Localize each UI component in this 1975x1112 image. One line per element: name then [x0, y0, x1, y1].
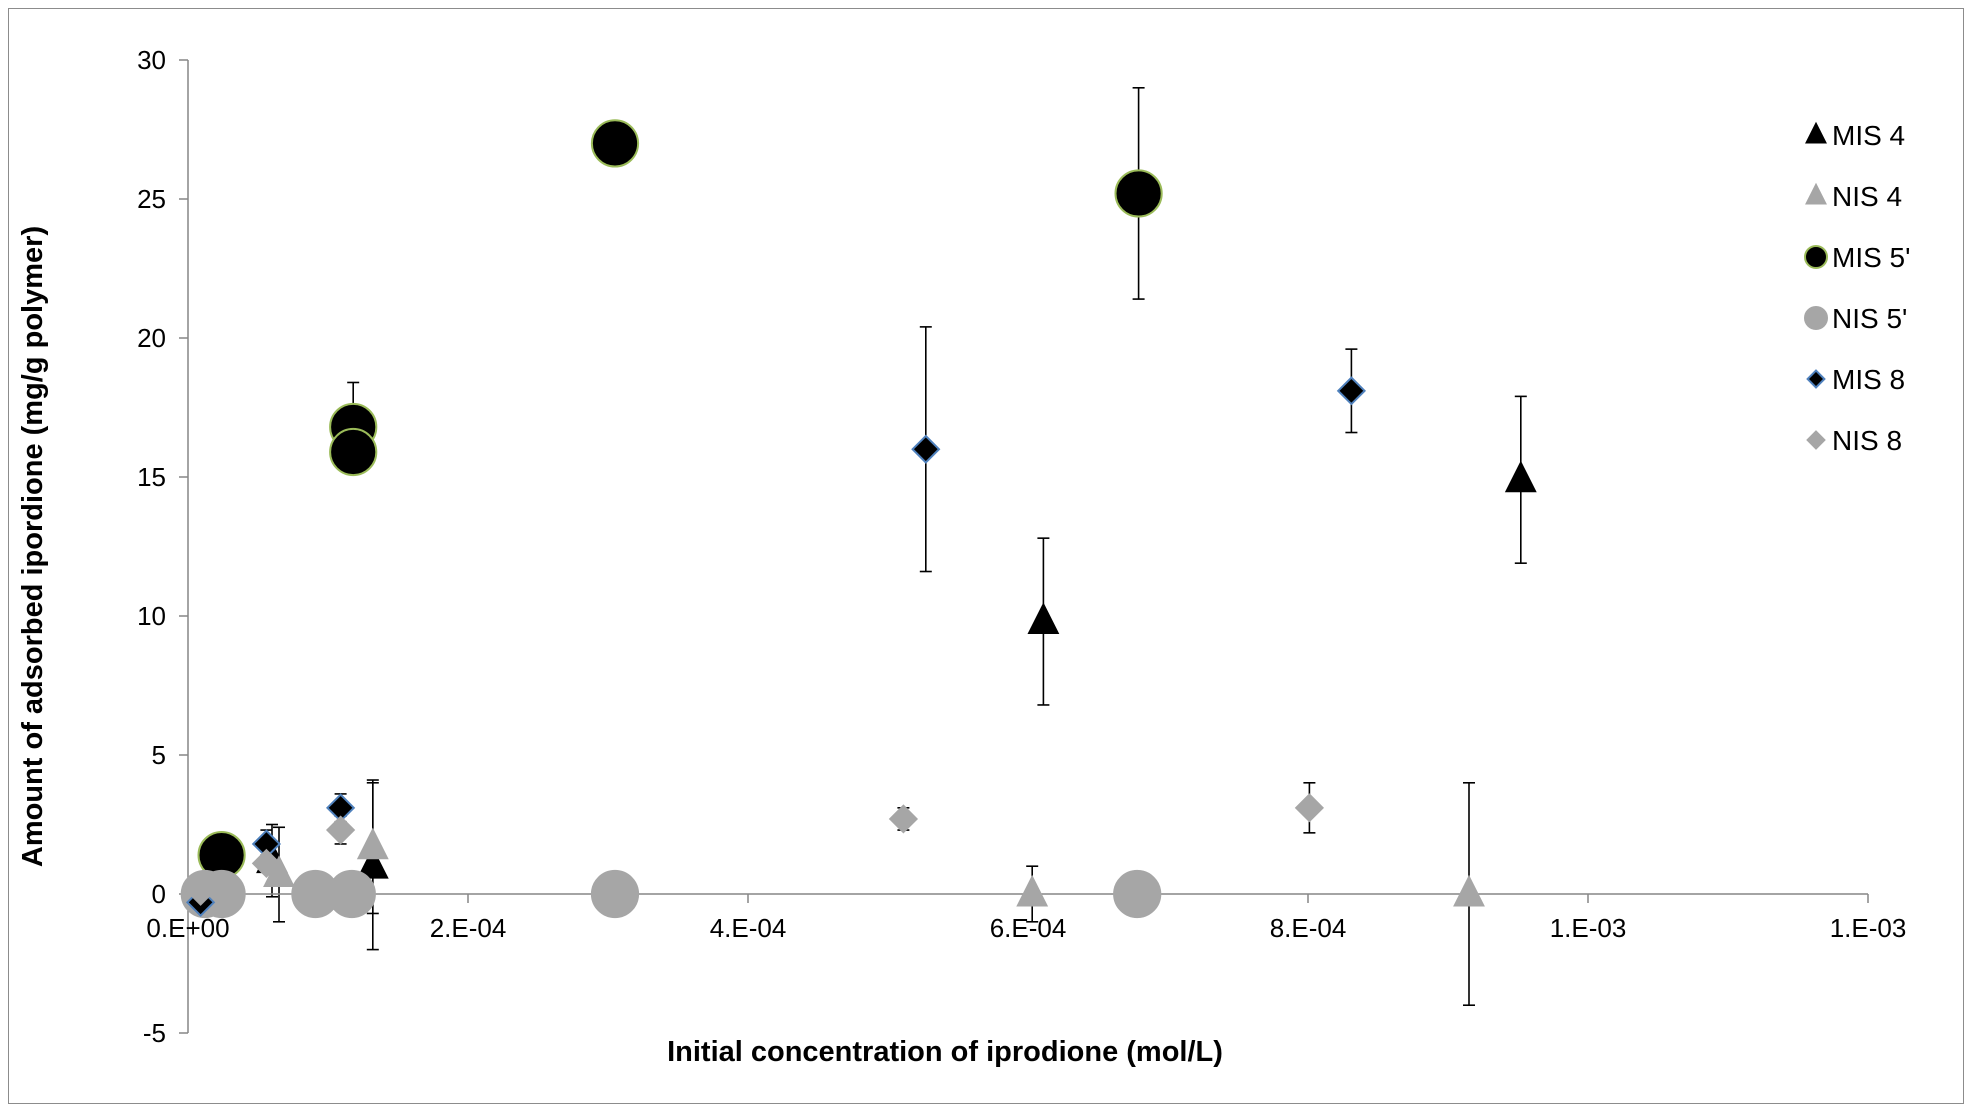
y-tick-label: 20	[137, 323, 166, 353]
legend-label-mis-5: MIS 5'	[1832, 242, 1910, 273]
data-point-nis-5	[1113, 869, 1162, 919]
x-axis-title: Initial concentration of iprodione (mol/…	[667, 1036, 1223, 1068]
data-point-nis-4	[356, 827, 389, 860]
data-point-nis-4	[1016, 874, 1049, 907]
data-point-nis-4	[1453, 874, 1485, 907]
y-tick-label: 15	[137, 462, 166, 492]
data-point-mis-5	[329, 427, 378, 477]
y-tick-label: 10	[137, 601, 166, 631]
x-tick-label: 1.E-03	[1830, 913, 1907, 943]
chart-frame	[8, 8, 1964, 1104]
legend-marker-mis-8	[1806, 369, 1826, 389]
x-tick-label: 6.E-04	[990, 913, 1067, 943]
data-point-mis-5	[1114, 169, 1163, 218]
x-tick-label: 8.E-04	[1270, 913, 1347, 943]
y-tick-label: 25	[137, 184, 166, 214]
data-point-nis-8	[185, 876, 216, 906]
y-axis-title: Amount of adsorbed ipordione (mg/g polym…	[17, 226, 49, 867]
legend-marker-nis-5	[1804, 306, 1828, 330]
x-tick-label: 1.E-03	[1550, 913, 1627, 943]
legend-marker-mis-5	[1804, 245, 1828, 269]
legend-marker-nis-8	[1806, 430, 1826, 450]
data-point-nis-8	[888, 804, 919, 834]
data-point-mis-8	[1336, 376, 1367, 406]
y-tick-label: -5	[143, 1018, 166, 1048]
data-point-mis-4	[356, 847, 389, 879]
legend-label-mis-8: MIS 8	[1832, 364, 1905, 395]
data-point-mis-8	[911, 434, 941, 464]
data-point-mis-5	[590, 119, 640, 168]
legend-marker-mis-4	[1805, 121, 1827, 144]
legend-label-nis-5: NIS 5'	[1832, 303, 1907, 334]
legend-marker-nis-4	[1805, 182, 1827, 205]
x-tick-label: 2.E-04	[430, 913, 507, 943]
y-tick-label: 5	[152, 740, 166, 770]
x-tick-label: 0.E+00	[146, 913, 229, 943]
legend: MIS 4 NIS 4 MIS 5' NIS 5' MIS 8 NIS 8	[1804, 120, 1910, 456]
data-point-nis-5	[590, 869, 640, 919]
data-point-nis-5	[327, 869, 376, 919]
legend-label-nis-8: NIS 8	[1832, 425, 1902, 456]
x-tick-label: 4.E-04	[710, 913, 787, 943]
data-point-nis-8	[1294, 793, 1325, 823]
legend-label-nis-4: NIS 4	[1832, 181, 1902, 212]
data-markers	[180, 119, 1537, 919]
data-point-nis-8	[325, 815, 356, 845]
data-point-nis-8	[251, 848, 282, 879]
y-tick-label: 0	[152, 879, 166, 909]
y-tick-label: 30	[137, 45, 166, 75]
data-point-mis-4	[1504, 460, 1537, 493]
legend-label-mis-4: MIS 4	[1832, 120, 1905, 151]
error-bars	[194, 87, 1527, 1007]
data-point-mis-4	[1027, 602, 1060, 635]
ticks: -5 0 5 10 15 20 25 30 0.E+00 2.E-04 4.E-04 6.E-04 8.…	[137, 45, 1906, 1048]
